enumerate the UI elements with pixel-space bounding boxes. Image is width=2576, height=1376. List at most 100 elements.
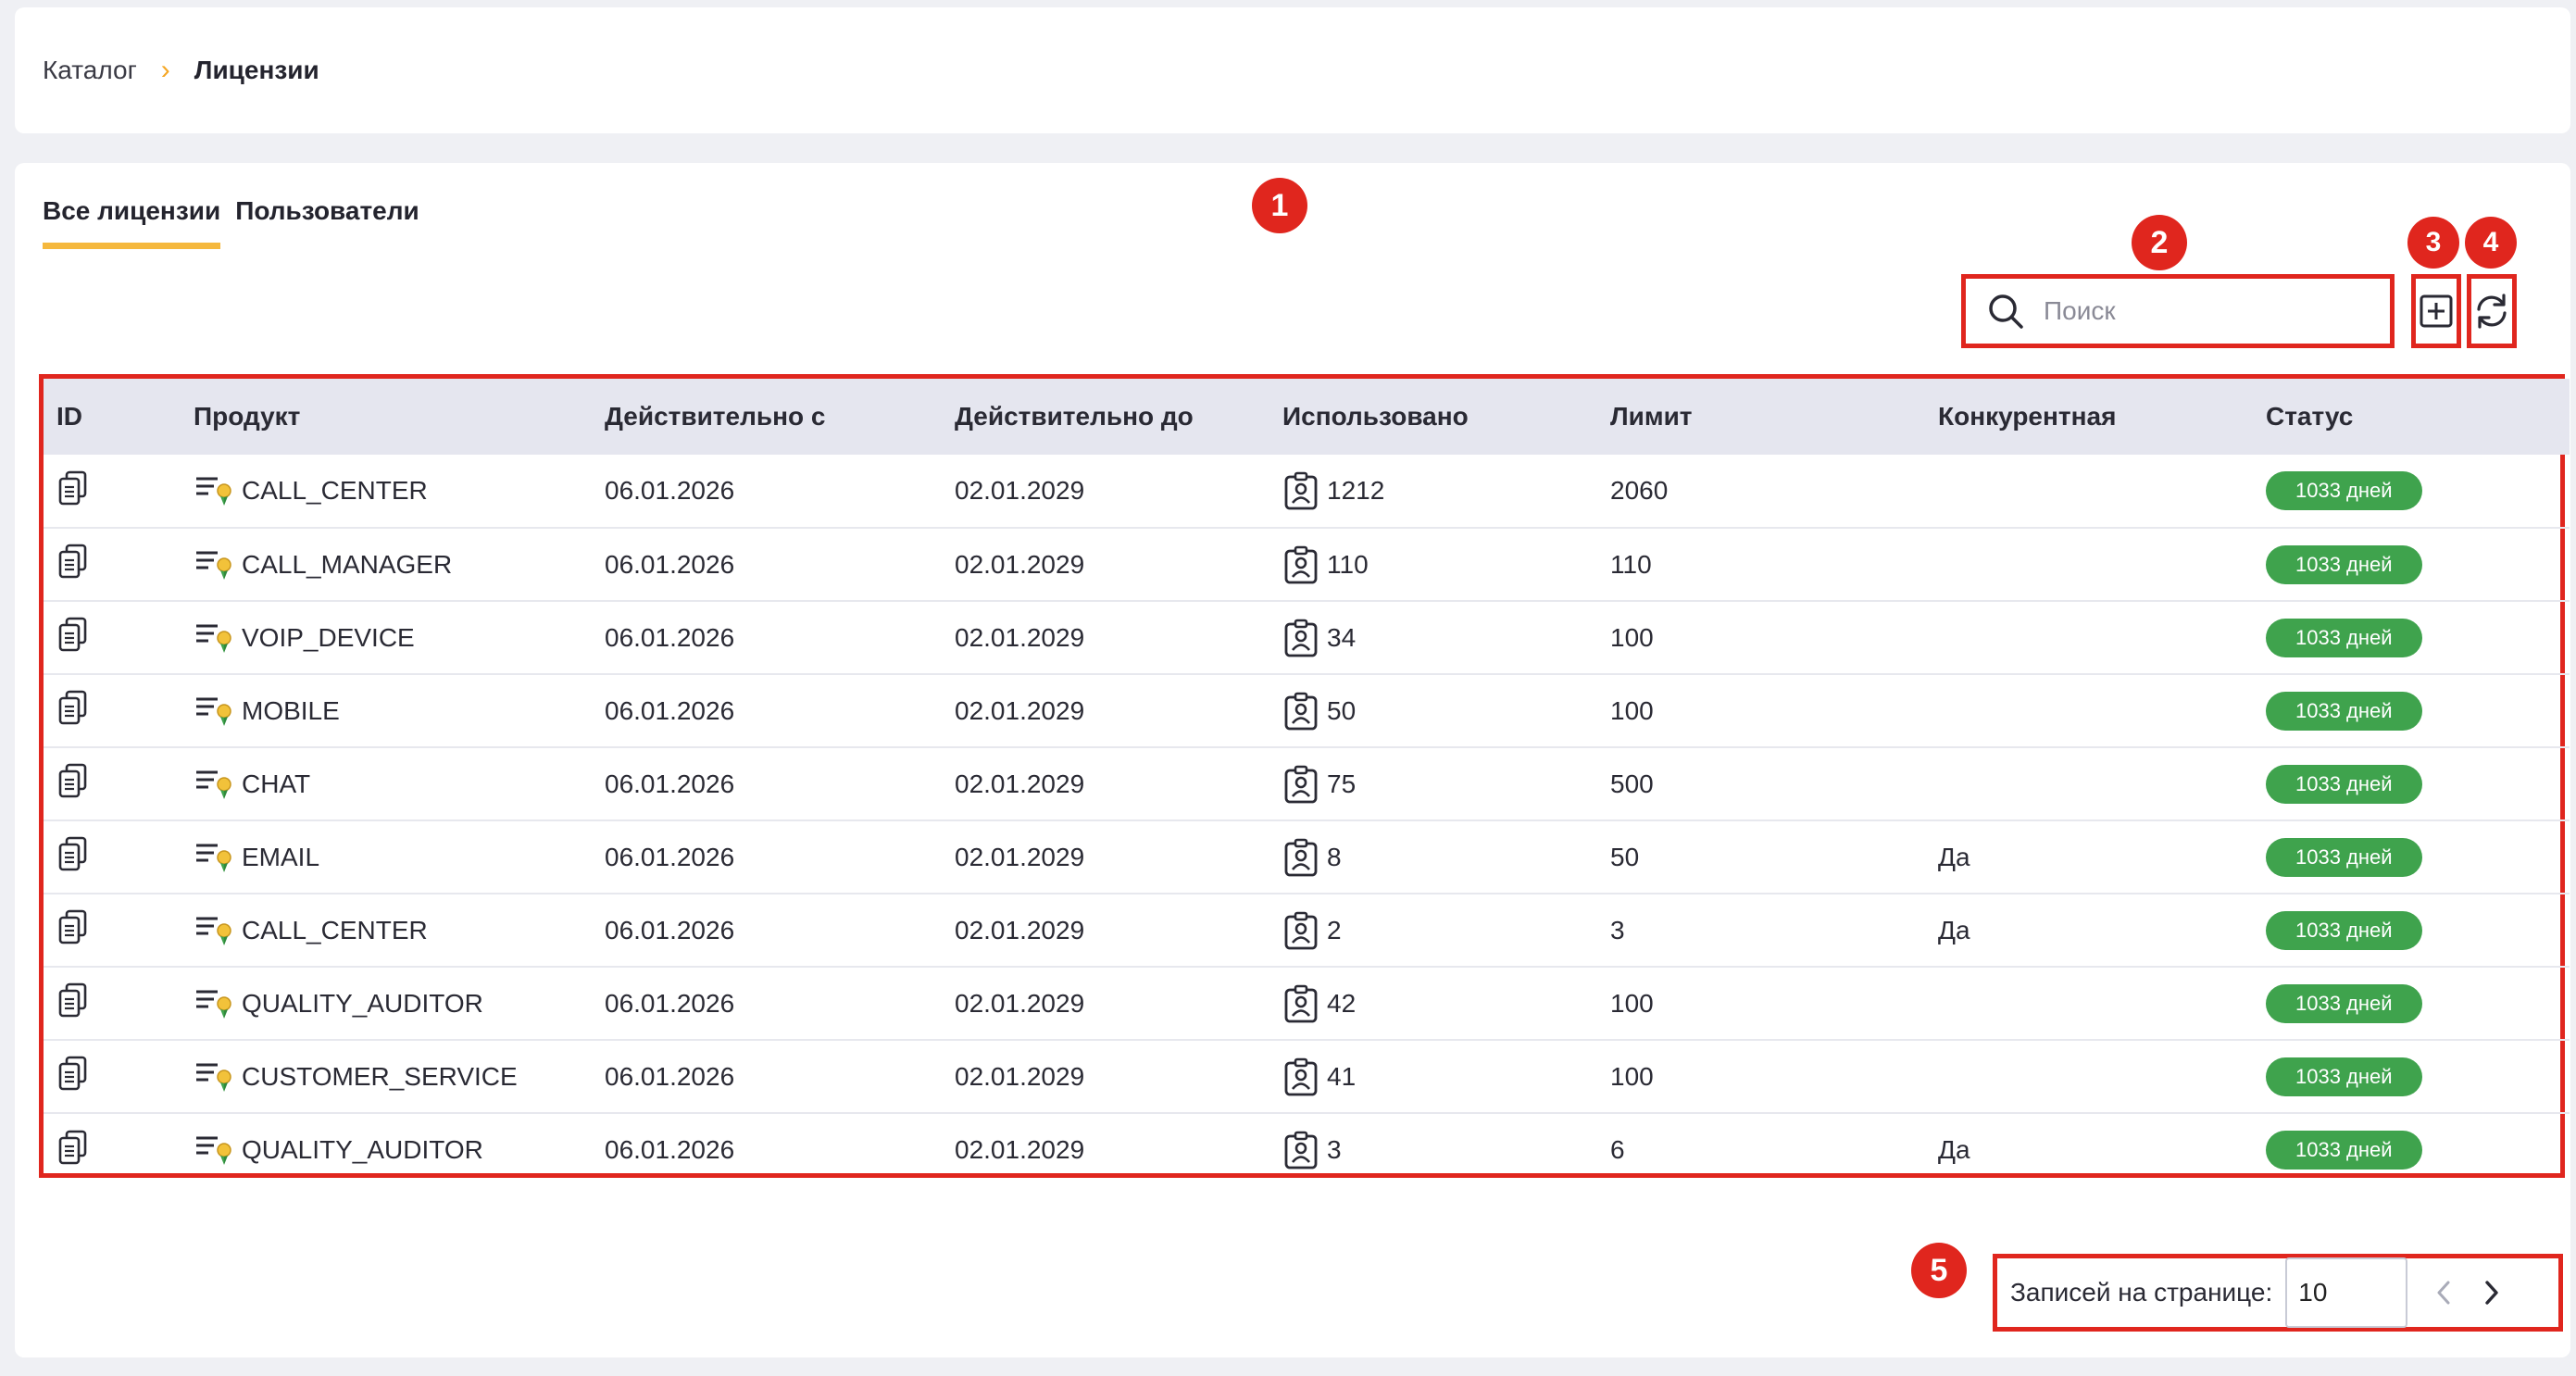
used-cell: 3 bbox=[1269, 1113, 1597, 1186]
user-badge-icon bbox=[1284, 692, 1318, 730]
valid-from-cell: 06.01.2026 bbox=[592, 455, 942, 529]
id-cell bbox=[44, 674, 181, 748]
license-list-icon bbox=[196, 477, 231, 506]
valid-to-cell: 02.01.2029 bbox=[942, 820, 1269, 894]
column-header-id[interactable]: ID bbox=[56, 402, 82, 431]
table-header-row: ID Продукт Действительно с Действительно… bbox=[44, 379, 2570, 455]
next-page-button[interactable] bbox=[2469, 1257, 2515, 1328]
column-header-status[interactable]: Статус bbox=[2266, 402, 2354, 431]
used-count: 50 bbox=[1327, 695, 1357, 725]
product-cell: MOBILE bbox=[181, 674, 592, 748]
used-count: 1212 bbox=[1327, 476, 1385, 505]
used-count: 3 bbox=[1327, 1135, 1342, 1164]
product-name: MOBILE bbox=[242, 695, 340, 725]
page-size-input[interactable] bbox=[2285, 1257, 2408, 1328]
user-badge-icon bbox=[1284, 984, 1318, 1022]
license-list-icon bbox=[196, 990, 231, 1019]
license-list-icon bbox=[196, 917, 231, 945]
breadcrumb-current: Лицензии bbox=[194, 56, 319, 84]
valid-from-cell: 06.01.2026 bbox=[605, 1135, 735, 1164]
copy-id-button[interactable] bbox=[56, 1055, 90, 1092]
user-badge-icon bbox=[1284, 545, 1318, 583]
table-row[interactable]: CALL_MANAGER 06.01.2026 02.01.2029 110 1… bbox=[44, 528, 2570, 602]
product-name: CALL_CENTER bbox=[242, 476, 428, 505]
column-header-product[interactable]: Продукт bbox=[194, 402, 301, 431]
tab-all-licenses[interactable]: Все лицензии bbox=[43, 196, 221, 249]
status-cell: 1033 дней bbox=[2253, 455, 2570, 529]
refresh-icon bbox=[2477, 294, 2507, 329]
prev-page-button[interactable] bbox=[2420, 1257, 2467, 1328]
valid-from-cell: 06.01.2026 bbox=[592, 528, 942, 602]
copy-id-button[interactable] bbox=[56, 835, 90, 872]
valid-to-cell: 02.01.2029 bbox=[942, 747, 1269, 821]
used-cell: 75 bbox=[1269, 747, 1597, 821]
license-list-icon bbox=[196, 1136, 231, 1165]
limit-cell: 500 bbox=[1597, 747, 1925, 821]
valid-to-cell: 02.01.2029 bbox=[942, 674, 1269, 748]
status-badge: 1033 дней bbox=[2266, 691, 2422, 731]
table-row[interactable]: QUALITY_AUDITOR 06.01.2026 02.01.2029 3 … bbox=[44, 1113, 2570, 1186]
column-header-concurrent[interactable]: Конкурентная bbox=[1938, 402, 2117, 431]
table-row[interactable]: CUSTOMER_SERVICE 06.01.2026 02.01.2029 4… bbox=[44, 1040, 2570, 1114]
copy-id-button[interactable] bbox=[56, 762, 90, 799]
status-cell: 1033 дней bbox=[2253, 967, 2570, 1041]
user-badge-icon bbox=[1284, 765, 1318, 803]
annotation-marker-3: 3 bbox=[2407, 217, 2459, 269]
column-header-limit[interactable]: Лимит bbox=[1610, 402, 1693, 431]
valid-to-cell: 02.01.2029 bbox=[942, 528, 1269, 602]
status-badge: 1033 дней bbox=[2266, 1057, 2422, 1096]
copy-id-button[interactable] bbox=[56, 543, 90, 580]
copy-id-button[interactable] bbox=[56, 689, 90, 726]
status-cell: 1033 дней bbox=[2253, 747, 2570, 821]
refresh-button[interactable] bbox=[2467, 274, 2517, 348]
valid-from-cell: 06.01.2026 bbox=[592, 747, 942, 821]
table-row[interactable]: VOIP_DEVICE 06.01.2026 02.01.2029 34 100… bbox=[44, 601, 2570, 675]
table-row[interactable]: MOBILE 06.01.2026 02.01.2029 50 100 1033… bbox=[44, 674, 2570, 748]
table-row[interactable]: EMAIL 06.01.2026 02.01.2029 8 50 Да 1033… bbox=[44, 820, 2570, 894]
license-list-icon bbox=[196, 551, 231, 580]
valid-to-cell: 02.01.2029 bbox=[942, 601, 1269, 675]
column-header-valid-to[interactable]: Действительно до bbox=[955, 402, 1194, 431]
status-cell: 1033 дней bbox=[2253, 674, 2570, 748]
status-badge: 1033 дней bbox=[2266, 910, 2422, 950]
add-license-button[interactable] bbox=[2411, 274, 2461, 348]
search-input[interactable] bbox=[2044, 296, 2377, 326]
copy-id-button[interactable] bbox=[56, 469, 90, 507]
product-name: EMAIL bbox=[242, 842, 320, 871]
id-cell bbox=[44, 1040, 181, 1114]
product-name: CALL_CENTER bbox=[242, 915, 428, 944]
table-row[interactable]: CHAT 06.01.2026 02.01.2029 75 500 1033 д… bbox=[44, 747, 2570, 821]
concurrent-cell: Да bbox=[1925, 820, 2253, 894]
limit-cell: 100 bbox=[1597, 967, 1925, 1041]
annotation-marker-4: 4 bbox=[2465, 217, 2517, 269]
copy-id-button[interactable] bbox=[56, 908, 90, 945]
annotation-marker-1: 1 bbox=[1252, 178, 1307, 233]
license-list-icon bbox=[196, 844, 231, 872]
used-count: 110 bbox=[1327, 549, 1369, 579]
copy-icon bbox=[58, 470, 87, 505]
copy-icon bbox=[58, 836, 87, 871]
table-row[interactable]: CALL_CENTER 06.01.2026 02.01.2029 1212 2… bbox=[44, 455, 2570, 529]
table-row[interactable]: QUALITY_AUDITOR 06.01.2026 02.01.2029 42… bbox=[44, 967, 2570, 1041]
add-square-icon bbox=[2420, 294, 2453, 328]
limit-cell: 3 bbox=[1597, 894, 1925, 968]
id-cell bbox=[44, 455, 181, 529]
status-badge: 1033 дней bbox=[2266, 764, 2422, 804]
valid-to-cell: 02.01.2029 bbox=[942, 1040, 1269, 1114]
copy-id-button[interactable] bbox=[56, 1129, 90, 1166]
tab-users[interactable]: Пользователи bbox=[235, 196, 419, 225]
column-header-used[interactable]: Использовано bbox=[1282, 402, 1469, 431]
concurrent-cell bbox=[1925, 528, 2253, 602]
copy-id-button[interactable] bbox=[56, 982, 90, 1019]
table-row[interactable]: CALL_CENTER 06.01.2026 02.01.2029 2 3 Да… bbox=[44, 894, 2570, 968]
copy-id-button[interactable] bbox=[56, 616, 90, 653]
used-cell: 42 bbox=[1269, 967, 1597, 1041]
search-box bbox=[1961, 274, 2395, 348]
used-count: 2 bbox=[1327, 915, 1342, 944]
product-cell: CALL_CENTER bbox=[181, 894, 592, 968]
breadcrumb-catalog-link[interactable]: Каталог bbox=[43, 56, 137, 84]
used-cell: 41 bbox=[1269, 1040, 1597, 1114]
column-header-valid-from[interactable]: Действительно с bbox=[605, 402, 826, 431]
used-cell: 50 bbox=[1269, 674, 1597, 748]
pagination: Записей на странице: bbox=[1993, 1254, 2563, 1332]
